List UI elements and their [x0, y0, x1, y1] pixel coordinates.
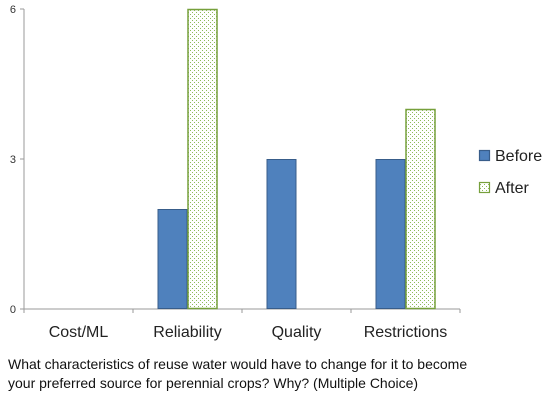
- bar-after-restrictions: [405, 108, 436, 310]
- chart-caption: What characteristics of reuse water woul…: [8, 355, 548, 393]
- legend: Before After: [478, 148, 542, 197]
- legend-swatch-after: [478, 181, 491, 194]
- bars: [157, 8, 436, 310]
- chart-svg: 0 3 6 Cost/ML Reliability Quality Restrictions…: [10, 4, 542, 341]
- x-category-label: Restrictions: [364, 324, 448, 341]
- y-tick-label: 3: [10, 154, 16, 166]
- caption-line-2: your preferred source for perennial crop…: [8, 375, 419, 391]
- y-tick-label: 6: [10, 4, 16, 16]
- x-category-label: Reliability: [153, 324, 221, 341]
- legend-swatch-before: [478, 149, 491, 162]
- caption-line-1: What characteristics of reuse water woul…: [8, 356, 468, 372]
- legend-label-after: After: [495, 180, 529, 197]
- x-category-label: Quality: [272, 324, 322, 341]
- bar-before-reliability: [157, 209, 188, 309]
- x-category-label: Cost/ML: [49, 324, 109, 341]
- bar-before-restrictions: [375, 159, 406, 309]
- axis-labels: 0 3 6 Cost/ML Reliability Quality Restrictions: [10, 4, 447, 341]
- legend-label-before: Before: [495, 148, 542, 165]
- bar-chart: 0 3 6 Cost/ML Reliability Quality Restrictions…: [10, 4, 542, 341]
- bar-after-reliability: [187, 8, 218, 310]
- y-tick-label: 0: [10, 304, 16, 316]
- bar-before-quality: [266, 159, 297, 309]
